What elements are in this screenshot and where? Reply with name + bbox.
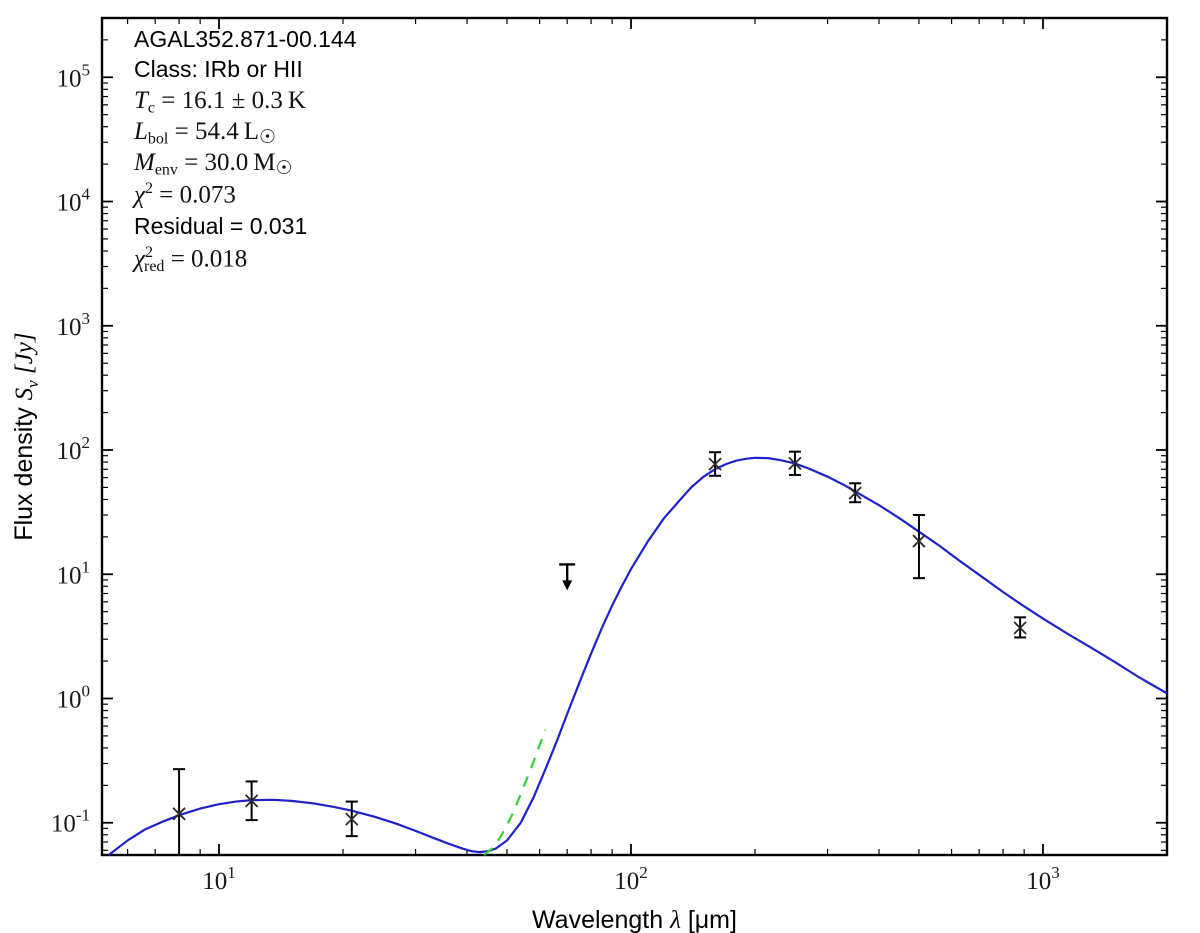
marker-x bbox=[244, 794, 259, 808]
annot-source-name: AGAL352.871-00.144 bbox=[134, 26, 357, 52]
y-tick-label: 103 bbox=[57, 309, 91, 341]
annot-temperature: Tc = 16.1 ± 0.3 K bbox=[134, 87, 306, 117]
annot-chi2: χ2 = 0.073 bbox=[134, 180, 236, 209]
y-tick-label: 102 bbox=[57, 433, 91, 465]
annot-mass: Menv = 30.0 M☉ bbox=[134, 149, 293, 180]
point-8um bbox=[172, 768, 186, 856]
upper-limit-arrowhead bbox=[562, 580, 573, 591]
point-160um bbox=[708, 451, 722, 477]
y-tick-label: 10-1 bbox=[51, 806, 90, 838]
marker-x bbox=[172, 807, 186, 821]
plot-frame bbox=[100, 16, 1169, 857]
annot-class: Class: IRb or HII bbox=[134, 56, 303, 82]
y-axis-title: Flux density Sν [Jy] bbox=[10, 332, 42, 540]
point-250um bbox=[788, 450, 802, 476]
point-500um bbox=[912, 513, 926, 580]
annot-luminosity: Lbol = 54.4 L☉ bbox=[134, 118, 277, 149]
annotation-block: AGAL352.871-00.144 Class: IRb or HII Tc … bbox=[134, 28, 357, 276]
marker-x bbox=[345, 812, 359, 826]
upper-limit-70um bbox=[559, 563, 576, 591]
marker-x bbox=[912, 534, 926, 548]
curve-cold-component bbox=[483, 729, 547, 856]
marker-x bbox=[1013, 621, 1027, 635]
x-tick-label: 101 bbox=[202, 863, 236, 895]
y-tick-label: 100 bbox=[57, 681, 91, 713]
x-tick-label: 102 bbox=[614, 863, 648, 895]
point-12um bbox=[244, 780, 259, 822]
curve-model-total bbox=[108, 456, 1168, 856]
y-tick-label: 105 bbox=[57, 60, 91, 92]
point-350um bbox=[848, 482, 862, 504]
marker-x bbox=[708, 457, 722, 471]
point-870um bbox=[1013, 616, 1027, 639]
marker-x bbox=[788, 456, 802, 471]
x-axis-title: Wavelength λ [μm] bbox=[532, 906, 737, 933]
marker-x bbox=[848, 486, 862, 500]
annot-chi2-red: χ2red = 0.018 bbox=[134, 244, 248, 276]
x-tick-label: 103 bbox=[1026, 863, 1060, 895]
y-tick-label: 104 bbox=[57, 185, 91, 217]
y-tick-label: 101 bbox=[57, 557, 91, 589]
annot-residual: Residual = 0.031 bbox=[134, 213, 308, 239]
point-21um bbox=[345, 800, 359, 838]
